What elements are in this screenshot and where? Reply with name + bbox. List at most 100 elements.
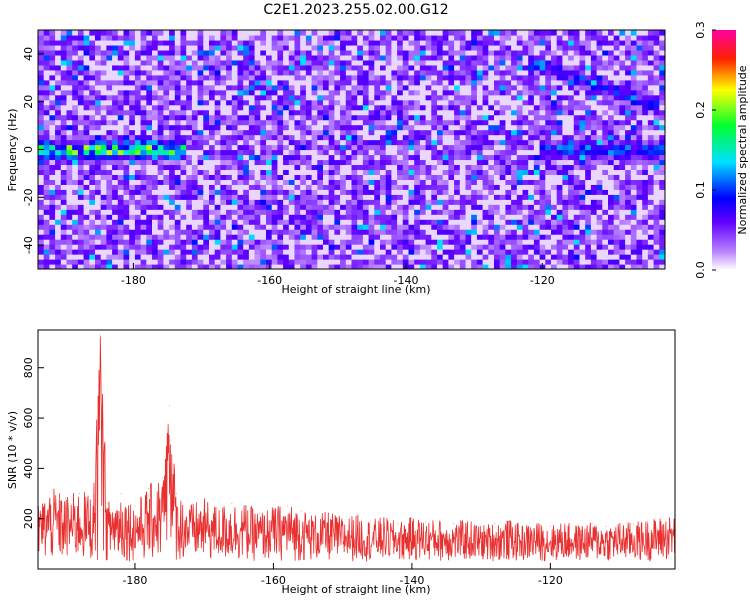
heatmap-cell <box>163 94 170 101</box>
heatmap-cell <box>191 54 199 61</box>
heatmap-cell <box>60 219 68 225</box>
heatmap-cell <box>83 259 90 265</box>
heatmap-cell <box>38 189 45 195</box>
heatmap-cell <box>465 254 472 260</box>
heatmap-cell <box>528 224 535 230</box>
heatmap-cell <box>545 194 552 200</box>
heatmap-cell <box>334 164 341 171</box>
heatmap-cell <box>454 94 461 101</box>
heatmap-cell <box>459 59 467 66</box>
heatmap-cell <box>288 104 296 111</box>
heatmap-cell <box>431 139 438 146</box>
heatmap-cell <box>106 184 113 190</box>
heatmap-cell <box>38 124 45 131</box>
heatmap-cell <box>237 139 244 146</box>
heatmap-cell <box>294 44 301 51</box>
heatmap-cell <box>100 114 107 121</box>
heatmap-cell <box>83 109 90 116</box>
heatmap-cell <box>380 179 387 185</box>
heatmap-cell <box>345 229 353 235</box>
heatmap-cell <box>602 264 609 269</box>
heatmap-cell <box>374 239 381 245</box>
heatmap-cell <box>334 194 341 200</box>
heatmap-cell <box>328 94 335 101</box>
heatmap-cell <box>106 94 113 101</box>
heatmap-cell <box>100 79 107 86</box>
heatmap-cell <box>539 94 546 101</box>
heatmap-cell <box>174 39 182 46</box>
heatmap-cell <box>55 134 62 141</box>
heatmap-cell <box>362 119 370 126</box>
heatmap-cell <box>112 234 119 240</box>
heatmap-cell <box>220 134 227 141</box>
heatmap-cell <box>619 174 626 180</box>
heatmap-cell <box>277 144 284 151</box>
heatmap-cell <box>556 119 563 126</box>
heatmap-cell <box>38 54 45 61</box>
heatmap-cell <box>448 254 455 260</box>
heatmap-cell <box>300 94 307 101</box>
heatmap-cell <box>140 59 147 66</box>
heatmap-cell <box>465 229 472 235</box>
heatmap-cell <box>174 30 182 36</box>
heatmap-cell <box>488 99 495 106</box>
heatmap-cell <box>625 254 632 260</box>
heatmap-cell <box>482 44 489 51</box>
heatmap-cell <box>551 174 558 180</box>
heatmap-cell <box>602 169 609 175</box>
heatmap-cell <box>300 99 307 106</box>
heatmap-cell <box>551 124 558 131</box>
heatmap-cell <box>619 159 626 166</box>
heatmap-cell <box>494 129 501 136</box>
heatmap-cell <box>340 49 347 56</box>
heatmap-cell <box>323 224 330 230</box>
heatmap-cell <box>317 129 324 136</box>
heatmap-cell <box>590 264 598 269</box>
heatmap-cell <box>288 174 296 180</box>
heatmap-cell <box>49 39 56 46</box>
heatmap-cell <box>140 164 147 171</box>
heatmap-cell <box>95 224 102 230</box>
heatmap-cell <box>505 129 512 136</box>
heatmap-cell <box>49 249 56 255</box>
heatmap-cell <box>140 119 147 126</box>
heatmap-cell <box>602 199 609 205</box>
heatmap-cell <box>83 79 90 86</box>
heatmap-cell <box>448 69 455 76</box>
heatmap-cell <box>613 39 620 46</box>
heatmap-cell <box>186 30 193 36</box>
heatmap-cell <box>539 124 546 131</box>
heatmap-cell <box>152 159 159 166</box>
heatmap-cell <box>180 74 187 81</box>
heatmap-cell <box>465 234 472 240</box>
heatmap-cell <box>448 229 455 235</box>
heatmap-cell <box>231 169 239 175</box>
heatmap-cell <box>482 39 489 46</box>
heatmap-cell <box>619 169 626 175</box>
heatmap-cell <box>408 104 415 111</box>
heatmap-cell <box>123 39 130 46</box>
heatmap-cell <box>397 89 404 96</box>
heatmap-cell <box>260 94 267 101</box>
heatmap-cell <box>465 99 472 106</box>
heatmap-cell <box>174 199 182 205</box>
heatmap-cell <box>608 244 615 250</box>
heatmap-cell <box>340 249 347 255</box>
heatmap-cell <box>117 209 125 215</box>
heatmap-cell <box>625 234 632 240</box>
heatmap-cell <box>334 184 341 190</box>
heatmap-cell <box>454 219 461 225</box>
heatmap-cell <box>568 69 575 76</box>
heatmap-cell <box>95 114 102 121</box>
heatmap-cell <box>123 189 130 195</box>
heatmap-cell <box>340 99 347 106</box>
heatmap-cell <box>414 239 421 245</box>
heatmap-cell <box>283 219 290 225</box>
heatmap-cell <box>243 199 250 205</box>
heatmap-cell <box>72 119 79 126</box>
heatmap-cell <box>362 259 370 265</box>
heatmap-cell <box>112 224 119 230</box>
heatmap-cell <box>334 39 341 46</box>
heatmap-cell <box>328 164 335 171</box>
heatmap-cell <box>494 224 501 230</box>
